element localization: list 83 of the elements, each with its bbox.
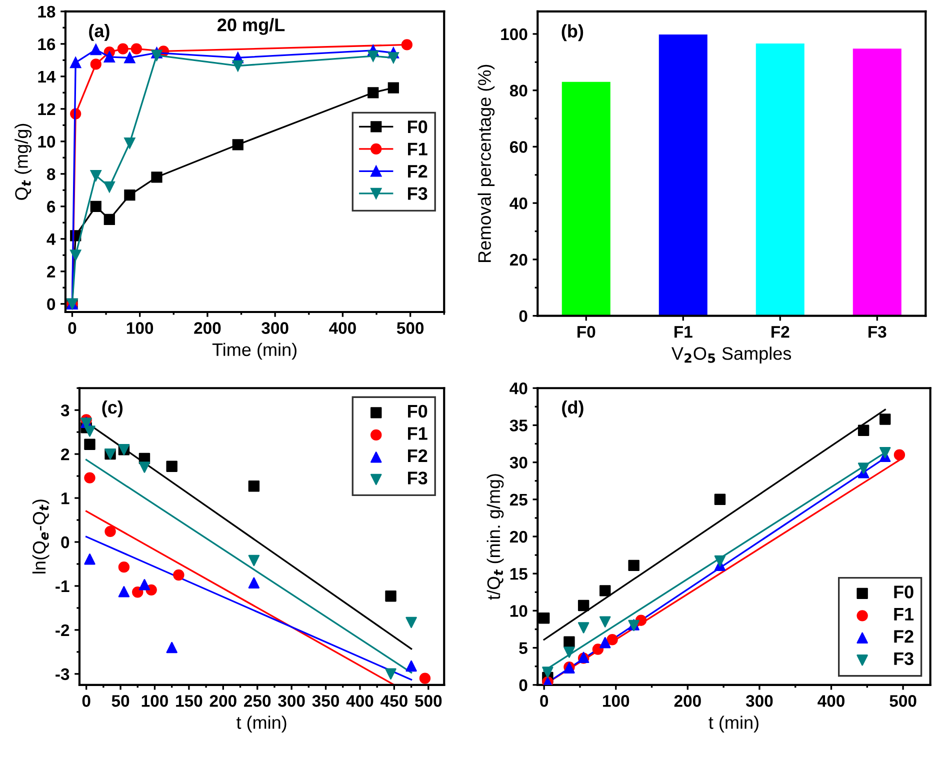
x-tick-label: 50 bbox=[112, 695, 130, 707]
y-tick-label: 0 bbox=[519, 679, 528, 692]
y-tick-label: 25 bbox=[510, 494, 528, 506]
y-tick-label: 0 bbox=[519, 310, 528, 322]
x-tick-label: 400 bbox=[329, 322, 356, 334]
y-tick-label: 10 bbox=[510, 605, 528, 617]
legend-label: F0 bbox=[408, 120, 428, 134]
x-tick-label: 350 bbox=[312, 695, 339, 707]
y-tick-label: 18 bbox=[38, 6, 56, 18]
y-axis-title: ln(Q$_{e}$-Q$_{t}$) bbox=[32, 500, 50, 574]
x-tick-label: 150 bbox=[176, 695, 202, 707]
x-tick-label: 500 bbox=[890, 695, 916, 707]
y-tick-label: 0 bbox=[61, 536, 70, 548]
y-tick-label: 30 bbox=[510, 456, 528, 469]
x-tick-label: 0 bbox=[540, 695, 548, 707]
x-tick-label: 400 bbox=[346, 695, 374, 707]
x-axis-title: Time (min) bbox=[212, 342, 296, 360]
legend-label: F2 bbox=[408, 164, 428, 178]
legend-label: F2 bbox=[894, 630, 914, 643]
x-tick-label: 400 bbox=[818, 695, 844, 707]
annotation: (c) bbox=[102, 400, 123, 418]
legend-label: F1 bbox=[408, 427, 428, 440]
y-tick-label: 4 bbox=[46, 233, 56, 245]
y-tick-label: -2 bbox=[56, 624, 70, 636]
y-tick-label: 14 bbox=[38, 70, 56, 82]
y-axis-title: t/Q$_{t}$ (min. g/mg) bbox=[486, 474, 504, 600]
x-tick-label: F2 bbox=[772, 326, 790, 338]
x-tick-label: F0 bbox=[578, 326, 596, 338]
y-tick-label: 80 bbox=[510, 84, 528, 97]
legend-label: F1 bbox=[894, 608, 914, 620]
y-tick-label: 0 bbox=[47, 298, 56, 310]
y-tick-label: 2 bbox=[61, 448, 70, 460]
y-tick-label: 100 bbox=[501, 28, 528, 40]
y-tick-label: 8 bbox=[46, 168, 56, 180]
x-tick-label: 0 bbox=[82, 695, 90, 707]
y-tick-label: 40 bbox=[510, 197, 528, 210]
y-tick-label: 16 bbox=[38, 38, 56, 50]
x-tick-label: F3 bbox=[868, 326, 886, 338]
x-axis-title: V$_{2}$O$_{5}$ Samples bbox=[672, 346, 792, 364]
legend-label: F3 bbox=[408, 472, 428, 484]
y-tick-label: 6 bbox=[47, 200, 56, 213]
x-tick-label: 500 bbox=[396, 322, 424, 334]
legend-label: F3 bbox=[894, 652, 914, 666]
y-tick-label: 60 bbox=[510, 141, 528, 153]
x-tick-label: 200 bbox=[674, 695, 701, 707]
x-tick-label: F1 bbox=[674, 326, 692, 338]
legend-label: F1 bbox=[408, 142, 428, 156]
y-tick-label: 20 bbox=[510, 254, 528, 266]
y-axis-title: Q$_{t}$ (mg/g) bbox=[14, 124, 32, 200]
legend-label: F0 bbox=[408, 404, 428, 418]
y-tick-label: -3 bbox=[56, 668, 70, 680]
annotation: (d) bbox=[562, 400, 584, 418]
x-tick-label: 300 bbox=[746, 695, 773, 707]
x-tick-label: 100 bbox=[142, 695, 168, 707]
x-tick-label: 300 bbox=[262, 322, 288, 334]
y-axis-title: Removal percentage (%) bbox=[478, 64, 495, 262]
x-tick-label: 200 bbox=[210, 695, 236, 707]
y-tick-label: -1 bbox=[56, 580, 70, 592]
y-tick-label: 3 bbox=[60, 404, 70, 416]
y-tick-label: 12 bbox=[38, 103, 56, 115]
annotation: (a) bbox=[89, 24, 110, 41]
x-axis-title: t (min) bbox=[708, 716, 758, 733]
x-tick-label: 100 bbox=[603, 695, 630, 707]
legend-label: F3 bbox=[408, 187, 428, 200]
x-axis-title: t (min) bbox=[236, 716, 286, 733]
x-tick-label: 250 bbox=[244, 695, 271, 707]
annotation: (b) bbox=[562, 24, 584, 42]
y-tick-label: 2 bbox=[47, 266, 56, 278]
y-tick-label: 35 bbox=[510, 420, 528, 432]
legend-label: F0 bbox=[894, 586, 914, 598]
x-tick-label: 500 bbox=[415, 695, 442, 707]
y-tick-label: 40 bbox=[510, 382, 528, 394]
legend-label: F2 bbox=[408, 449, 428, 462]
y-tick-label: 15 bbox=[510, 568, 528, 580]
y-tick-label: 20 bbox=[510, 530, 528, 543]
y-tick-label: 10 bbox=[38, 136, 56, 148]
x-tick-label: 100 bbox=[126, 322, 154, 334]
x-tick-label: 300 bbox=[278, 695, 305, 707]
x-tick-label: 450 bbox=[380, 695, 408, 707]
y-tick-label: 5 bbox=[519, 642, 528, 654]
y-tick-label: 1 bbox=[62, 492, 70, 504]
annotation: 20 mg/L bbox=[218, 18, 285, 35]
x-tick-label: 200 bbox=[194, 322, 221, 334]
